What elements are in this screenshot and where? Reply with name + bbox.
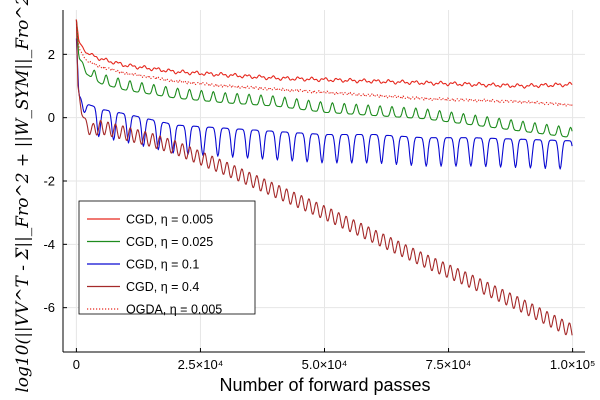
x-tick-label: 5.0×10⁴ [302, 357, 348, 372]
y-tick-label: 0 [48, 110, 55, 125]
grid [63, 10, 585, 352]
legend-label: CGD, η = 0.4 [126, 280, 199, 294]
tick-labels: 0 2.5×10⁴ 5.0×10⁴ 7.5×10⁴ 1.0×10⁵ 2 0 -2 -4 -6 [43, 47, 595, 372]
series-line [75, 38, 573, 170]
axes [62, 10, 585, 353]
series-lines [75, 19, 573, 336]
x-tick-label: 0 [73, 357, 80, 372]
legend-label: OGDA, η = 0.005 [126, 303, 222, 317]
x-tick-label: 7.5×10⁴ [426, 357, 472, 372]
series-line [75, 19, 573, 336]
legend-label: CGD, η = 0.005 [126, 213, 213, 227]
y-tick-label: -4 [43, 237, 55, 252]
x-tick-label: 1.0×10⁵ [550, 357, 596, 372]
y-tick-label: -6 [43, 300, 55, 315]
series-line [75, 19, 573, 107]
legend-label: CGD, η = 0.025 [126, 235, 213, 249]
y-tick-label: 2 [48, 47, 55, 62]
legend-label: CGD, η = 0.1 [126, 258, 199, 272]
x-axis-title: Number of forward passes [219, 375, 430, 395]
legend-box [78, 200, 256, 315]
y-tick-label: -2 [43, 174, 55, 189]
x-tick-label: 2.5×10⁴ [178, 357, 224, 372]
legend: CGD, η = 0.005 CGD, η = 0.025 CGD, η = 0.1… [78, 200, 256, 317]
y-axis-title: log10(||VV^T - Σ||_Fro^2 + ||W_SYM||_Fro… [13, 0, 33, 393]
series-line [75, 19, 573, 89]
series-line [75, 19, 573, 138]
